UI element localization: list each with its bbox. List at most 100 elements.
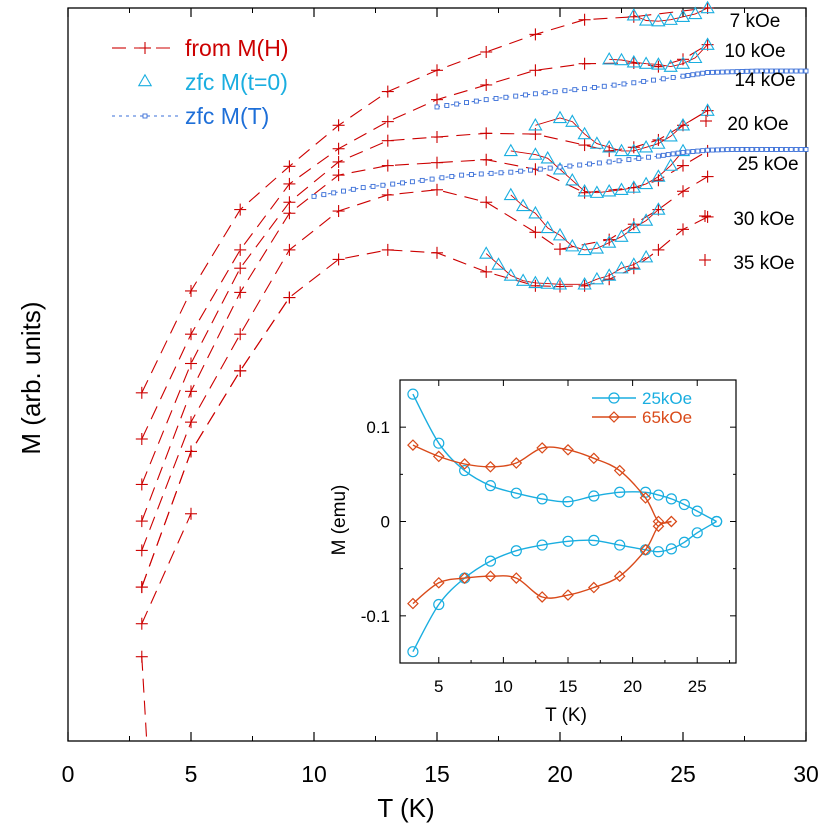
- diamond-marker: [613, 464, 626, 477]
- inset-legend-circle: [608, 392, 620, 404]
- circle-marker: [665, 543, 677, 555]
- triangle-marker: [626, 257, 641, 270]
- diamond-marker: [407, 439, 419, 451]
- y-axis-label: M (arb. units): [16, 301, 46, 454]
- square-marker: [803, 68, 809, 74]
- triangle-marker: [602, 139, 617, 153]
- legend-entry: zfc M(T): [112, 103, 269, 129]
- main-series: [135, 0, 809, 742]
- circle-marker: [711, 515, 723, 528]
- triangle-marker: [565, 172, 580, 186]
- series-line: [141, 216, 708, 588]
- square-marker: [611, 82, 617, 88]
- square-marker: [685, 72, 691, 78]
- triangle-marker: [589, 136, 605, 149]
- inset-x-tick-label: 15: [559, 677, 578, 696]
- triangle-marker: [614, 52, 629, 66]
- triangle-marker: [528, 147, 543, 160]
- circle-marker: [510, 487, 522, 499]
- triangle-marker: [503, 143, 518, 157]
- legend: from M(H) zfc M(t=0) zfc M(T): [112, 35, 288, 129]
- square-marker: [759, 147, 765, 152]
- triangle-marker: [700, 37, 715, 50]
- square-marker: [744, 147, 750, 152]
- triangle-marker: [651, 136, 666, 149]
- triangle-marker: [700, 103, 715, 116]
- square-marker: [739, 69, 745, 74]
- square-marker: [631, 80, 637, 86]
- circle-marker: [691, 505, 703, 517]
- square-marker: [577, 162, 583, 168]
- diamond-marker: [432, 576, 445, 589]
- inset-series-line: [412, 444, 672, 524]
- square-marker: [626, 157, 632, 163]
- diamond-marker: [562, 443, 574, 456]
- triangle-marker: [515, 273, 531, 286]
- main-plot: 0 5 10 15 20 25 30: [62, 7, 819, 787]
- circle-marker: [652, 546, 665, 558]
- square-marker: [651, 77, 656, 83]
- square-marker: [778, 147, 784, 152]
- square-marker: [690, 72, 696, 78]
- triangle-marker: [577, 126, 592, 140]
- square-marker: [641, 78, 647, 84]
- square-marker: [606, 159, 612, 165]
- square-marker: [769, 68, 775, 74]
- square-marker: [798, 68, 804, 74]
- square-marker: [513, 93, 519, 99]
- curve-annotation: 25 kOe: [737, 154, 798, 175]
- square-marker: [665, 152, 671, 158]
- square-marker: [636, 155, 642, 161]
- diamond-marker: [510, 457, 523, 469]
- diamond-marker: [484, 460, 497, 473]
- square-marker: [596, 160, 602, 166]
- main-labels: 7 kOe 10 kOe 14 kOe 20 kOe 25 kOe 30 kOe 35 kO…: [699, 11, 799, 274]
- square-marker: [380, 182, 386, 188]
- curve-annotation: 20 kOe: [727, 114, 788, 135]
- circle-marker: [588, 490, 600, 502]
- square-marker: [705, 70, 711, 75]
- legend-square-marker: [142, 113, 148, 119]
- triangle-marker: [638, 56, 654, 69]
- square-marker: [591, 85, 597, 90]
- inset-x-tick-label: 10: [494, 677, 513, 696]
- triangle-marker: [626, 143, 641, 157]
- inset-y-tick-label: 0.1: [366, 418, 390, 437]
- triangle-marker: [137, 73, 153, 87]
- square-marker: [714, 147, 720, 153]
- triangle-marker: [675, 9, 691, 22]
- triangle-connector: [510, 194, 659, 251]
- square-marker: [587, 161, 592, 167]
- square-marker: [532, 91, 538, 97]
- square-marker: [459, 172, 465, 178]
- square-marker: [700, 70, 706, 76]
- triangle-marker: [638, 139, 654, 153]
- triangle-marker: [589, 185, 605, 198]
- triangle-marker: [577, 242, 592, 256]
- square-marker: [582, 86, 588, 92]
- triangle-marker: [626, 180, 641, 193]
- square-marker: [793, 147, 799, 152]
- circle-marker: [536, 539, 548, 551]
- inset-x-tick-label: 25: [688, 677, 707, 696]
- square-marker: [409, 179, 415, 185]
- square-marker: [493, 96, 499, 101]
- curve-annotation: 30 kOe: [733, 209, 794, 230]
- inset-legend-entry: 65kOe: [592, 408, 692, 427]
- square-marker: [370, 183, 376, 189]
- series-14-koe: [434, 68, 809, 110]
- square-marker: [429, 176, 435, 182]
- inset-y-axis-label: M (emu): [329, 485, 350, 556]
- inset-legend-entry: 25kOe: [592, 389, 692, 408]
- square-marker: [572, 87, 578, 93]
- triangle-marker: [626, 54, 641, 68]
- x-tick-label: 5: [185, 761, 198, 787]
- inset-series-25koe: [407, 388, 723, 658]
- square-marker: [621, 81, 627, 87]
- square-marker: [483, 97, 489, 103]
- triangle-marker: [638, 213, 654, 226]
- x-tick-label: 10: [301, 761, 327, 787]
- triangle-marker: [577, 277, 592, 290]
- curve-annotation: 14 kOe: [734, 70, 795, 91]
- triangle-marker: [638, 176, 654, 190]
